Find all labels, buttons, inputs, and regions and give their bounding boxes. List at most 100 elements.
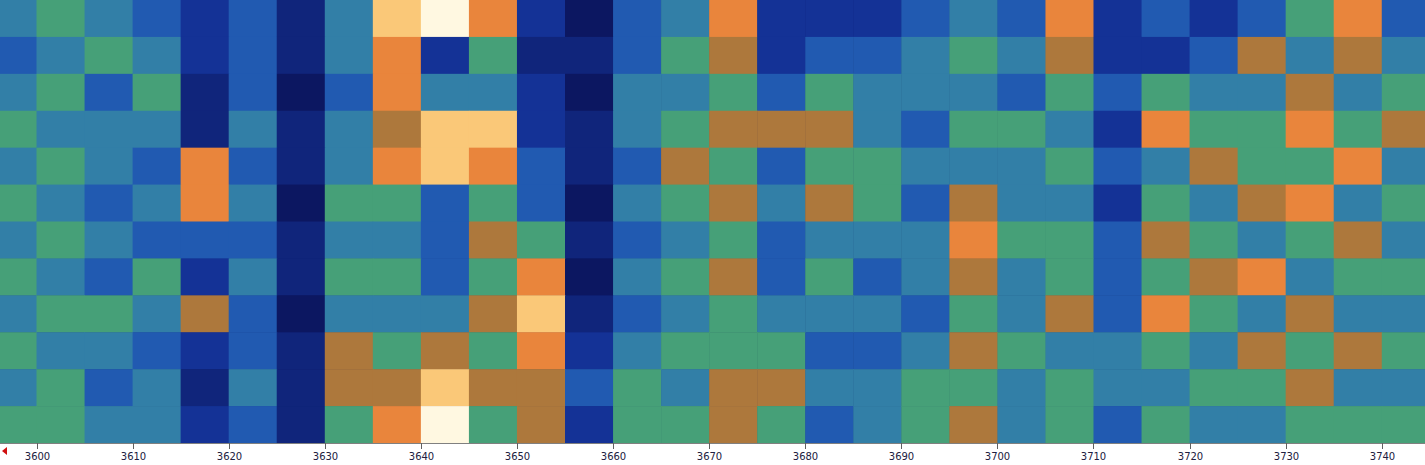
heat-cell: [613, 406, 662, 443]
heat-cell: [0, 148, 37, 185]
heat-cell: [901, 258, 950, 295]
heat-cell: [469, 0, 518, 37]
heat-cell: [853, 258, 902, 295]
x-tick: [1382, 443, 1383, 449]
heat-cell: [1093, 332, 1142, 369]
heat-cell: [1142, 295, 1191, 332]
heat-cell: [1142, 258, 1191, 295]
heat-cell: [1190, 37, 1239, 74]
heat-cell: [805, 258, 854, 295]
heat-cell: [469, 37, 518, 74]
heat-cell: [229, 406, 278, 443]
x-tick-label: 3630: [313, 451, 338, 462]
heat-cell: [0, 258, 37, 295]
heat-cell: [1286, 0, 1335, 37]
heat-cell: [517, 148, 566, 185]
heat-cell: [1382, 37, 1425, 74]
heat-cell: [757, 185, 806, 222]
heat-cell: [661, 222, 710, 259]
heat-cell: [661, 37, 710, 74]
heat-cell: [1238, 148, 1287, 185]
waterfall-chart: 3600361036203630364036503660367036803690…: [0, 0, 1425, 465]
heat-cell: [757, 111, 806, 148]
heat-cell: [325, 74, 374, 111]
heat-cell: [517, 369, 566, 406]
heat-cell: [757, 332, 806, 369]
heat-cell: [373, 148, 422, 185]
heat-cell: [373, 0, 422, 37]
heat-cell: [1045, 258, 1094, 295]
heat-cell: [1190, 258, 1239, 295]
heat-cell: [325, 295, 374, 332]
heat-cell: [1382, 332, 1425, 369]
heat-cell: [1334, 222, 1383, 259]
heat-cell: [1142, 222, 1191, 259]
heat-cell: [373, 369, 422, 406]
heat-cell: [1093, 74, 1142, 111]
heat-cell: [277, 406, 326, 443]
heat-cell: [1238, 406, 1287, 443]
heat-cell: [853, 148, 902, 185]
heat-cell: [37, 74, 86, 111]
heat-cell: [757, 258, 806, 295]
heat-cell: [85, 295, 134, 332]
heat-cell: [661, 332, 710, 369]
x-tick: [613, 443, 614, 449]
heat-cell: [325, 37, 374, 74]
heat-cell: [901, 222, 950, 259]
heat-cell: [1238, 258, 1287, 295]
heat-cell: [277, 185, 326, 222]
heat-cell: [949, 111, 998, 148]
axis-strip: [0, 443, 1425, 465]
heat-cell: [1045, 369, 1094, 406]
heat-cell: [613, 258, 662, 295]
heat-cell: [181, 148, 230, 185]
heat-cell: [229, 37, 278, 74]
heat-cell: [85, 111, 134, 148]
heat-cell: [1286, 258, 1335, 295]
heat-cell: [133, 148, 182, 185]
heat-cell: [37, 185, 86, 222]
heat-cell: [277, 37, 326, 74]
heat-cell: [469, 148, 518, 185]
heat-cell: [1334, 258, 1383, 295]
heat-cell: [1142, 406, 1191, 443]
heat-cell: [1093, 258, 1142, 295]
heat-cell: [0, 222, 37, 259]
x-tick-label: 3660: [601, 451, 626, 462]
heat-cell: [421, 369, 470, 406]
heat-cell: [1238, 369, 1287, 406]
heat-cell: [373, 74, 422, 111]
heat-cell: [85, 0, 134, 37]
heat-cell: [901, 369, 950, 406]
heat-cell: [277, 258, 326, 295]
heat-cell: [277, 222, 326, 259]
heat-cell: [517, 37, 566, 74]
heat-cell: [277, 295, 326, 332]
heat-cell: [517, 406, 566, 443]
heat-cell: [1190, 0, 1239, 37]
heat-cell: [1286, 369, 1335, 406]
heat-cell: [1093, 0, 1142, 37]
heat-cell: [757, 74, 806, 111]
heat-cell: [1045, 332, 1094, 369]
heat-cell: [37, 295, 86, 332]
cells: [0, 0, 1425, 443]
heat-cell: [1334, 332, 1383, 369]
x-tick-label: 3720: [1178, 451, 1203, 462]
heat-cell: [901, 111, 950, 148]
heat-cell: [1142, 0, 1191, 37]
heat-cell: [1045, 295, 1094, 332]
scroll-marker: [2, 447, 7, 455]
x-tick-label: 3640: [409, 451, 434, 462]
heat-cell: [373, 37, 422, 74]
heat-cell: [565, 148, 614, 185]
heat-cell: [421, 37, 470, 74]
heat-cell: [85, 222, 134, 259]
heat-cell: [1093, 37, 1142, 74]
heat-cell: [1334, 369, 1383, 406]
heat-cell: [853, 0, 902, 37]
heat-cell: [949, 185, 998, 222]
heat-cell: [1382, 406, 1425, 443]
heat-cell: [181, 222, 230, 259]
